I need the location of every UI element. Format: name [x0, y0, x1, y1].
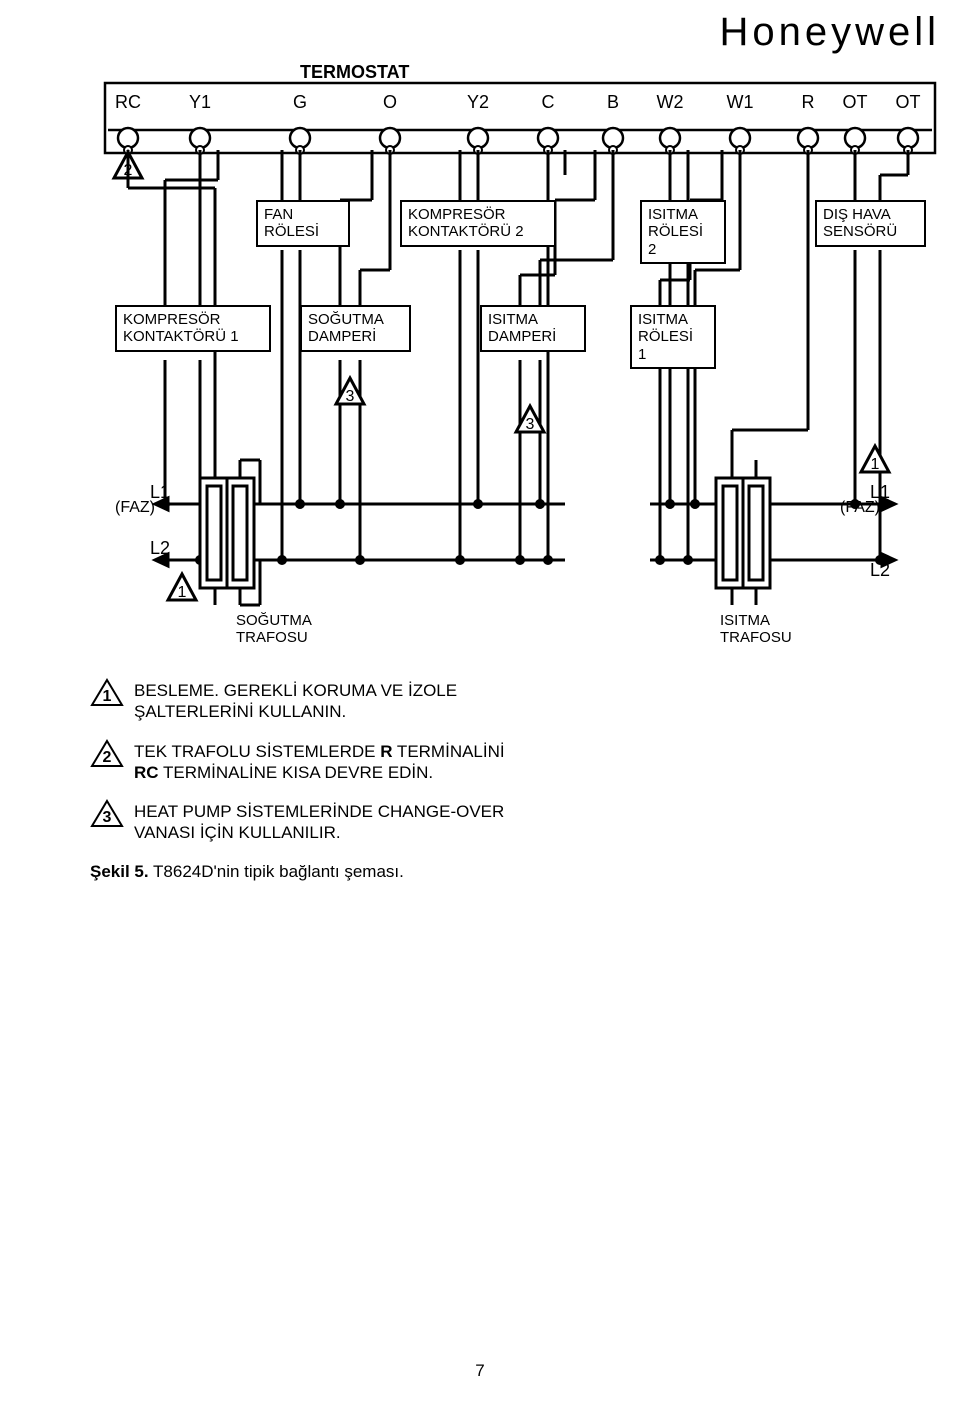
lbl-trafo-heat: ISITMA TRAFOSU	[720, 612, 792, 647]
svg-text:1: 1	[871, 456, 880, 473]
terminal-label-y2: Y2	[467, 92, 489, 112]
box-isit2: ISITMA RÖLESİ 2	[640, 200, 726, 264]
lbl-faz-left: (FAZ)	[115, 499, 155, 516]
box-komp2: KOMPRESÖR KONTAKTÖRÜ 2	[400, 200, 556, 247]
box-sogd: SOĞUTMA DAMPERİ	[300, 305, 411, 352]
triangle-3-icon: 3	[90, 799, 124, 829]
terminal-label-o: O	[383, 92, 397, 112]
terminal-label-w2: W2	[657, 92, 684, 112]
figure-caption: Şekil 5. T8624D'nin tipik bağlantı şemas…	[90, 862, 510, 882]
terminal-label-b: B	[607, 92, 619, 112]
terminal-label-c: C	[542, 92, 555, 112]
svg-text:3: 3	[526, 416, 535, 433]
lbl-L2-left: L2	[150, 538, 170, 558]
box-dis: DIŞ HAVA SENSÖRÜ	[815, 200, 926, 247]
terminal-label-ot: OT	[843, 92, 868, 112]
lbl-trafo-cool: SOĞUTMA TRAFOSU	[236, 612, 312, 647]
box-isitd: ISITMA DAMPERİ	[480, 305, 586, 352]
triangle-2-icon: 2	[90, 739, 124, 769]
terminal-label-y1: Y1	[189, 92, 211, 112]
page-root: Honeywell TERMOSTAT RCY1GOY2CBW2W1ROTOT …	[0, 0, 960, 1411]
svg-text:1: 1	[178, 584, 187, 601]
box-isit1: ISITMA RÖLESİ 1	[630, 305, 716, 369]
box-komp1: KOMPRESÖR KONTAKTÖRÜ 1	[115, 305, 271, 352]
terminal-label-ot: OT	[896, 92, 921, 112]
terminal-label-w1: W1	[727, 92, 754, 112]
lbl-L2-right: L2	[870, 560, 890, 580]
note-2: 2 TEK TRAFOLU SİSTEMLERDE R TERMİNALİNİ …	[90, 741, 510, 784]
svg-text:3: 3	[103, 809, 112, 826]
note-3: 3 HEAT PUMP SİSTEMLERİNDE CHANGE-OVER VA…	[90, 801, 510, 844]
svg-text:3: 3	[346, 388, 355, 405]
svg-text:1: 1	[103, 688, 112, 705]
page-number: 7	[0, 1361, 960, 1381]
svg-text:2: 2	[103, 749, 112, 766]
box-fan: FAN RÖLESİ	[256, 200, 350, 247]
triangle-1-icon: 1	[90, 678, 124, 708]
terminal-label-rc: RC	[115, 92, 141, 112]
terminal-label-g: G	[293, 92, 307, 112]
note-1: 1 BESLEME. GEREKLİ KORUMA VE İZOLE ŞALTE…	[90, 680, 510, 723]
terminal-label-r: R	[802, 92, 815, 112]
notes-block: 1 BESLEME. GEREKLİ KORUMA VE İZOLE ŞALTE…	[90, 680, 510, 882]
lbl-faz-right: (FAZ)	[840, 499, 880, 516]
